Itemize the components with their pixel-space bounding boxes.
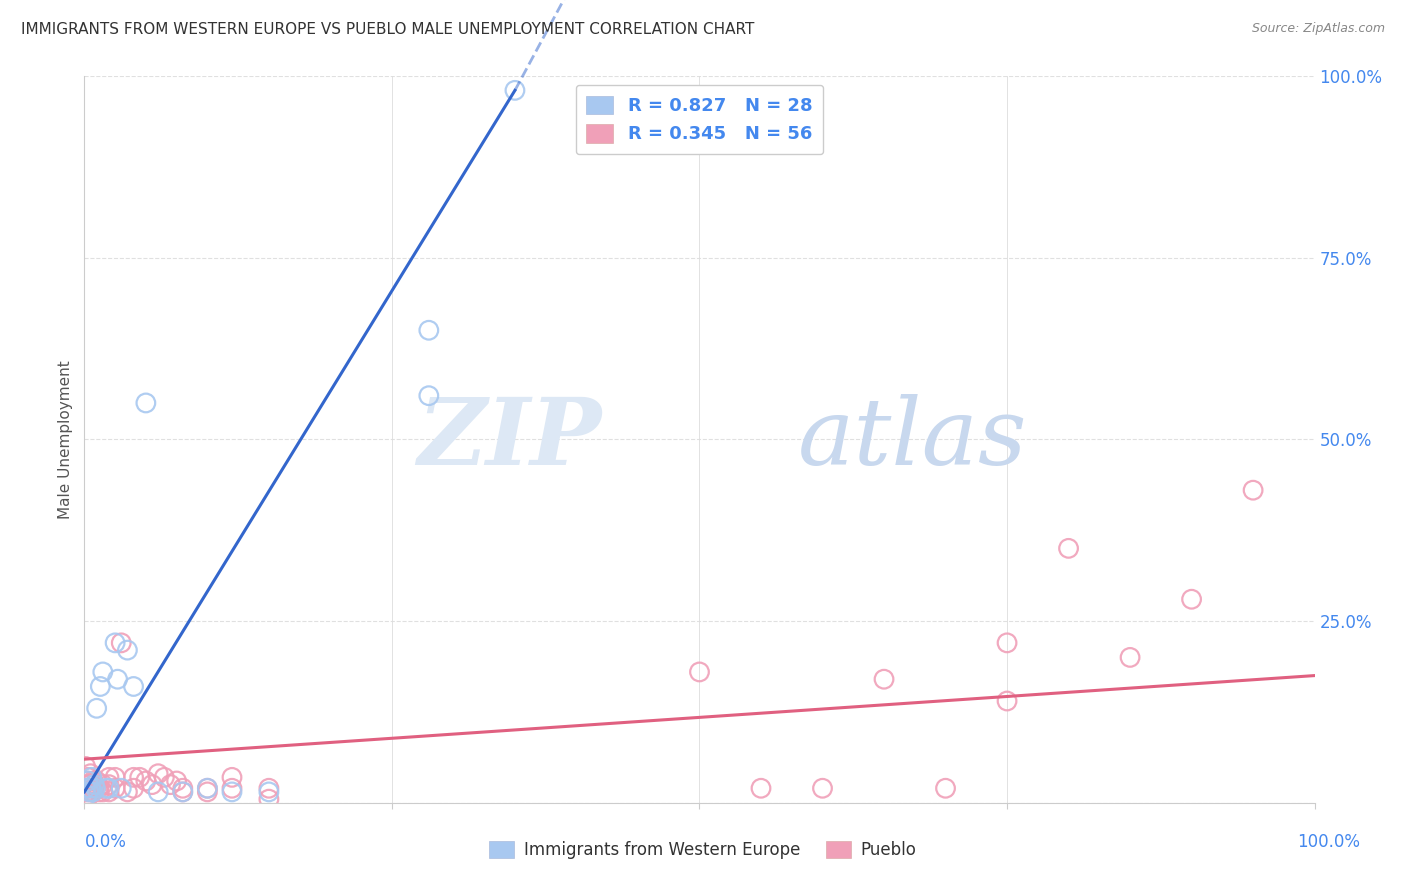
Point [148, 785, 170, 799]
Point [86, 701, 108, 715]
Point [172, 785, 194, 799]
Point [79, 778, 101, 792]
Point [135, 774, 157, 789]
Point [418, 389, 440, 403]
Point [148, 766, 170, 780]
Point [76, 789, 98, 803]
Point [995, 636, 1018, 650]
Point [197, 785, 219, 799]
Point [221, 770, 243, 784]
Point [87, 781, 111, 796]
Point [104, 636, 127, 650]
Point [418, 323, 440, 337]
Legend: R = 0.827   N = 28, R = 0.345   N = 56: R = 0.827 N = 28, R = 0.345 N = 56 [575, 85, 824, 154]
Text: 0.0%: 0.0% [84, 833, 127, 851]
Point [86, 774, 108, 789]
Y-axis label: Male Unemployment: Male Unemployment [58, 360, 73, 518]
Point [98, 778, 120, 792]
Point [122, 781, 145, 796]
Point [257, 781, 280, 796]
Point [84, 781, 107, 796]
Point [117, 785, 139, 799]
Point [1241, 483, 1264, 498]
Text: 100.0%: 100.0% [1298, 833, 1360, 851]
Point [77, 781, 100, 796]
Text: atlas: atlas [799, 394, 1028, 484]
Point [82, 774, 104, 789]
Point [503, 83, 526, 97]
Point [995, 694, 1018, 708]
Point [91, 778, 114, 792]
Point [80, 781, 103, 796]
Point [749, 781, 772, 796]
Point [87, 785, 111, 799]
Point [77, 774, 100, 789]
Point [80, 785, 103, 799]
Point [689, 665, 711, 679]
Point [1119, 650, 1142, 665]
Point [159, 778, 181, 792]
Text: Source: ZipAtlas.com: Source: ZipAtlas.com [1251, 22, 1385, 36]
Point [172, 781, 194, 796]
Point [257, 785, 280, 799]
Point [197, 781, 219, 796]
Point [76, 785, 98, 799]
Point [110, 636, 132, 650]
Point [79, 785, 101, 799]
Point [122, 770, 145, 784]
Point [122, 680, 145, 694]
Point [75, 759, 97, 773]
Point [873, 672, 896, 686]
Point [96, 781, 118, 796]
Point [75, 781, 97, 796]
Point [79, 789, 101, 803]
Point [811, 781, 834, 796]
Point [107, 672, 129, 686]
Point [117, 643, 139, 657]
Point [82, 785, 104, 799]
Point [1181, 592, 1204, 607]
Text: IMMIGRANTS FROM WESTERN EUROPE VS PUEBLO MALE UNEMPLOYMENT CORRELATION CHART: IMMIGRANTS FROM WESTERN EUROPE VS PUEBLO… [21, 22, 755, 37]
Point [83, 778, 105, 792]
Text: ZIP: ZIP [416, 394, 602, 484]
Point [257, 792, 280, 806]
Point [80, 770, 103, 784]
Point [221, 785, 243, 799]
Point [98, 781, 120, 796]
Point [76, 774, 98, 789]
Point [135, 396, 157, 410]
Point [197, 781, 219, 796]
Point [83, 778, 105, 792]
Point [79, 785, 101, 799]
Point [104, 770, 127, 784]
Point [110, 781, 132, 796]
Point [221, 781, 243, 796]
Point [91, 785, 114, 799]
Point [172, 785, 194, 799]
Point [79, 766, 101, 780]
Point [98, 785, 120, 799]
Point [153, 770, 176, 784]
Point [79, 781, 101, 796]
Legend: Immigrants from Western Europe, Pueblo: Immigrants from Western Europe, Pueblo [482, 834, 924, 866]
Point [935, 781, 957, 796]
Point [75, 781, 97, 796]
Point [1057, 541, 1080, 556]
Point [91, 665, 114, 679]
Point [98, 770, 120, 784]
Point [128, 770, 150, 784]
Point [82, 785, 104, 799]
Point [83, 781, 105, 796]
Point [141, 778, 163, 792]
Point [166, 774, 188, 789]
Point [104, 781, 127, 796]
Point [89, 680, 111, 694]
Point [77, 770, 100, 784]
